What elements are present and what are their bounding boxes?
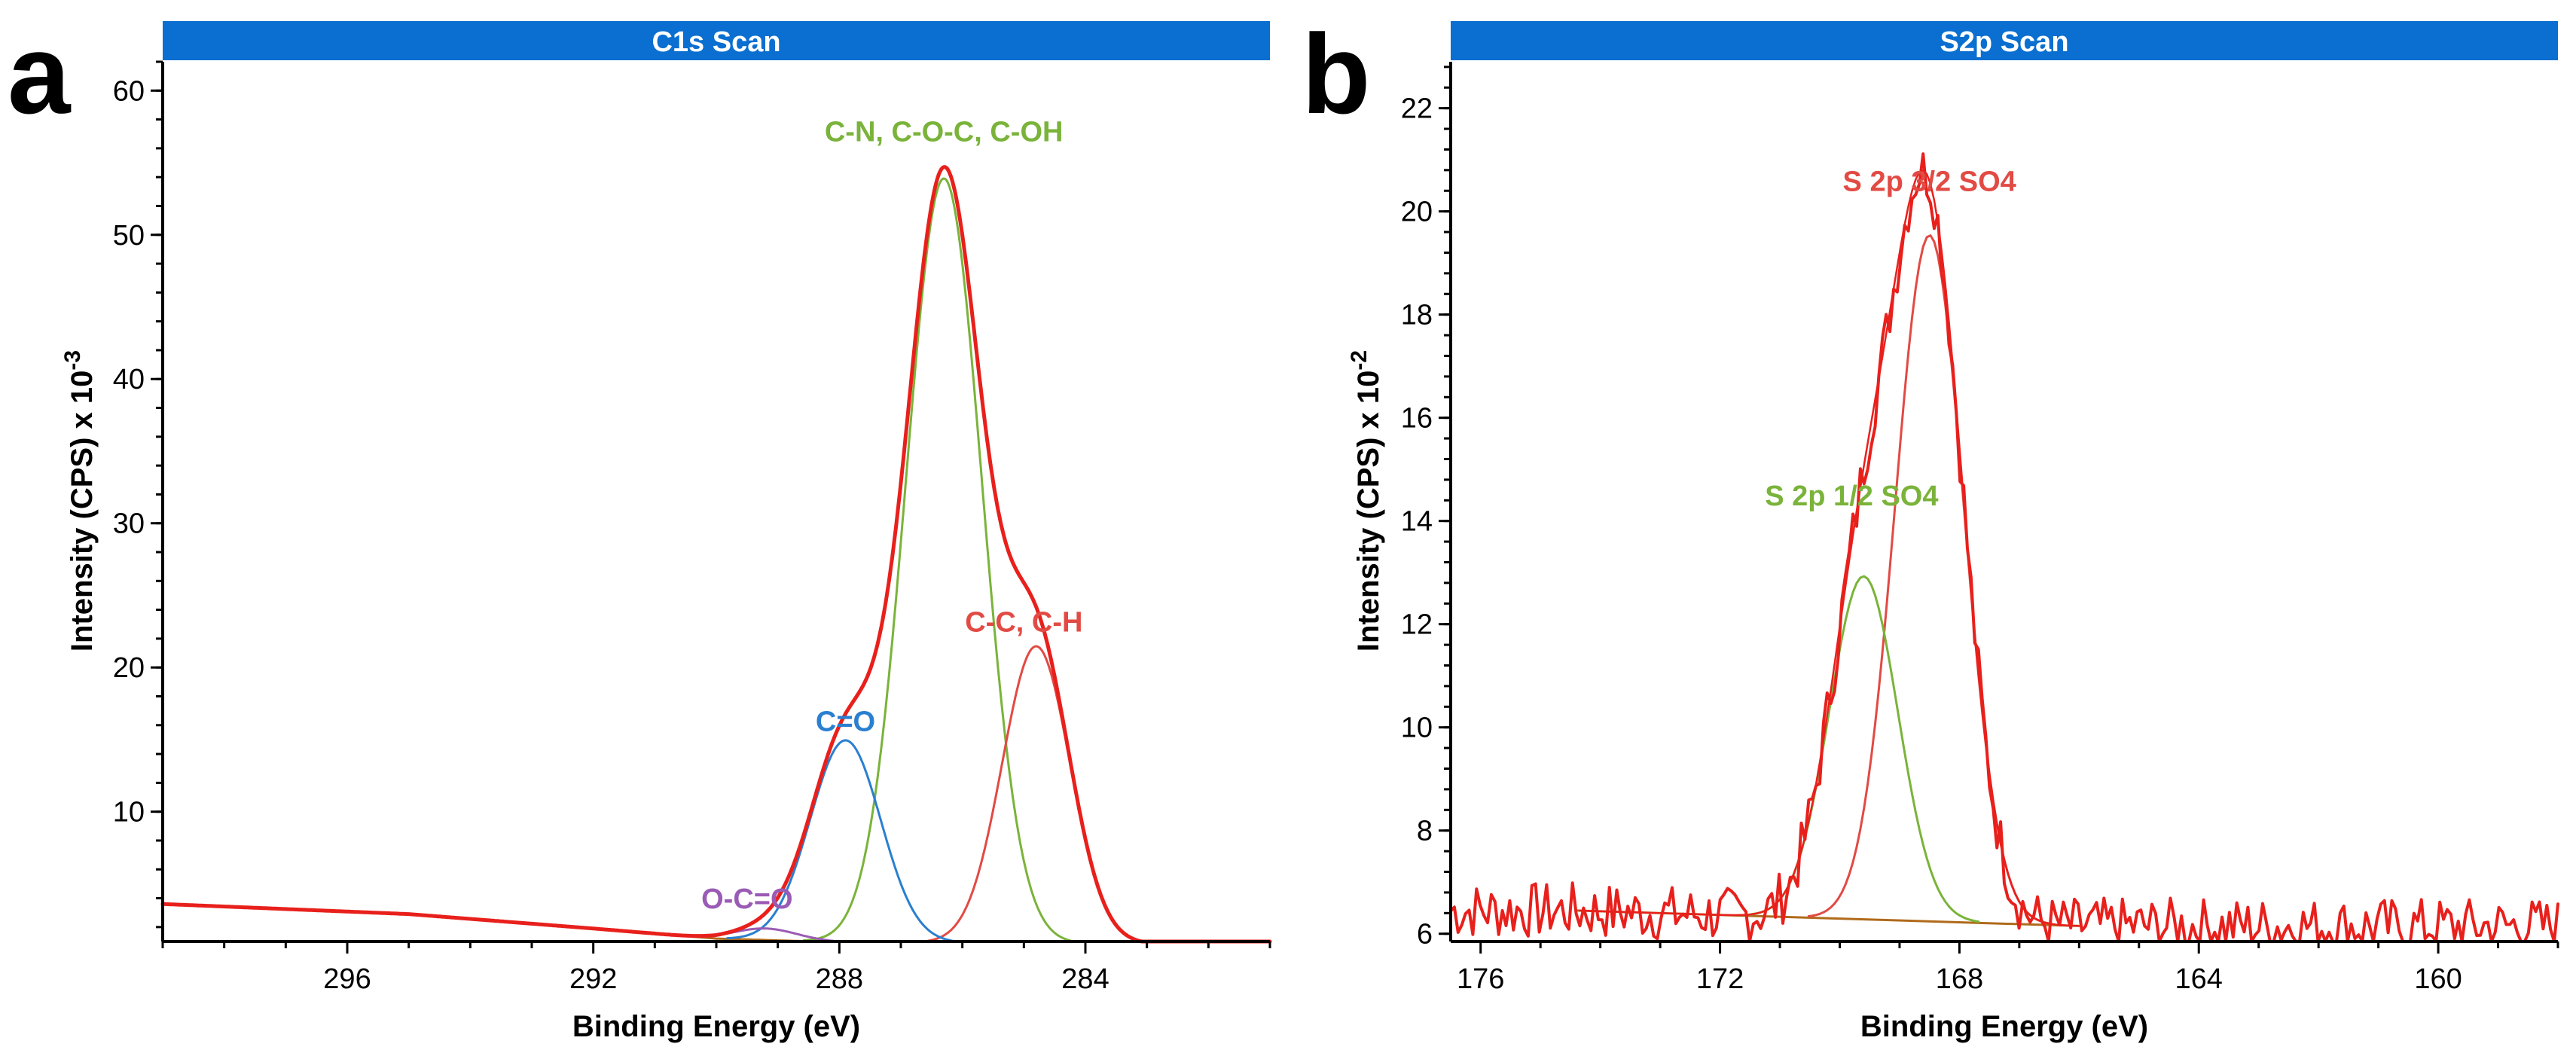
- panel-letter-a: a: [8, 11, 72, 137]
- plot-area-b: [1449, 152, 2559, 943]
- x-tick-label-b-4: 160: [2414, 963, 2462, 995]
- x-tick-label-b-2: 168: [1936, 963, 1983, 995]
- title-bar-a: [163, 21, 1270, 60]
- y-axis-title-a-exp: -3: [60, 350, 85, 371]
- x-tick-label-b-1: 172: [1696, 963, 1744, 995]
- x-axis-title-b: Binding Energy (eV): [1860, 1010, 2148, 1043]
- y-tick-label-b-6: 18: [1401, 300, 1433, 331]
- y-tick-label-a-4: 50: [113, 220, 145, 252]
- plot-area-a: [160, 165, 1272, 944]
- peak-label-b-0: S 2p 3/2 SO4: [1843, 166, 2016, 197]
- y-tick-label-a-5: 60: [113, 75, 145, 107]
- component-line-a-0: [802, 177, 1085, 943]
- y-tick-label-a-1: 20: [113, 652, 145, 684]
- peak-label-a-3: O-C=O: [701, 883, 792, 915]
- x-axis-title-a: Binding Energy (eV): [572, 1010, 860, 1043]
- peak-label-a-1: C-C, C-H: [965, 606, 1082, 638]
- peak-label-a-0: C-N, C-O-C, C-OH: [825, 116, 1064, 148]
- panel-letter-b: b: [1302, 11, 1371, 137]
- y-tick-label-b-2: 10: [1401, 713, 1433, 744]
- x-tick-label-b-3: 164: [2175, 963, 2223, 995]
- axis-ticks-a: 296 292 288 284 10 20 30 40 50 60: [113, 60, 1271, 995]
- x-tick-label-a-2: 288: [816, 963, 863, 995]
- x-tick-label-a-0: 296: [323, 963, 371, 995]
- fit-envelope-b: [1579, 169, 2080, 927]
- axis-ticks-b: 176 172 168 164 160 6 8 10 12 14 16 18 20 22: [1401, 66, 2559, 995]
- x-tick-label-b-0: 176: [1457, 963, 1504, 995]
- y-tick-label-a-2: 30: [113, 508, 145, 540]
- y-tick-label-b-1: 8: [1417, 816, 1433, 847]
- y-axis-title-a: Intensity (CPS) x 10-3: [60, 350, 99, 652]
- component-line-a-2: [726, 739, 965, 943]
- y-axis-title-b-text: Intensity (CPS) x 10: [1352, 371, 1385, 652]
- peak-labels-b: S 2p 3/2 SO4 S 2p 1/2 SO4: [1765, 166, 2016, 512]
- component-line-b-1: [1748, 575, 1980, 923]
- panel-b: b S2p Scan 176 172 168 164 160 6 8 10 12 14 16 18 20…: [1302, 11, 2559, 1043]
- chart-title-b: S2p Scan: [1940, 26, 2068, 58]
- x-tick-label-a-3: 284: [1061, 963, 1109, 995]
- y-tick-label-b-0: 6: [1417, 919, 1433, 951]
- component-line-a-1: [918, 645, 1155, 943]
- peak-label-b-1: S 2p 1/2 SO4: [1765, 481, 1938, 512]
- y-tick-label-b-4: 14: [1401, 506, 1433, 538]
- y-axis-title-b: Intensity (CPS) x 10-2: [1347, 350, 1385, 652]
- y-tick-label-b-7: 20: [1401, 197, 1433, 228]
- y-tick-label-a-3: 40: [113, 364, 145, 395]
- y-axis-title-b-exp: -2: [1347, 350, 1372, 371]
- y-tick-label-b-3: 12: [1401, 609, 1433, 641]
- y-tick-label-b-5: 16: [1401, 403, 1433, 435]
- y-axis-title-a-text: Intensity (CPS) x 10: [66, 371, 99, 652]
- y-tick-label-a-0: 10: [113, 797, 145, 829]
- raw-data-line-b: [1449, 152, 2559, 943]
- envelope-line-a: [160, 165, 1272, 944]
- y-tick-label-b-8: 22: [1401, 93, 1433, 125]
- title-bar-b: [1451, 21, 2558, 60]
- chart-title-a: C1s Scan: [652, 26, 780, 58]
- peak-labels-a: C-N, C-O-C, C-OH C-C, C-H C=O O-C=O: [701, 116, 1082, 915]
- panel-a: a C1s Scan 296 292 288 284 10 20 30 40 50 60 Bind…: [8, 11, 1272, 1043]
- peak-label-a-2: C=O: [816, 706, 875, 737]
- x-tick-label-a-1: 292: [569, 963, 617, 995]
